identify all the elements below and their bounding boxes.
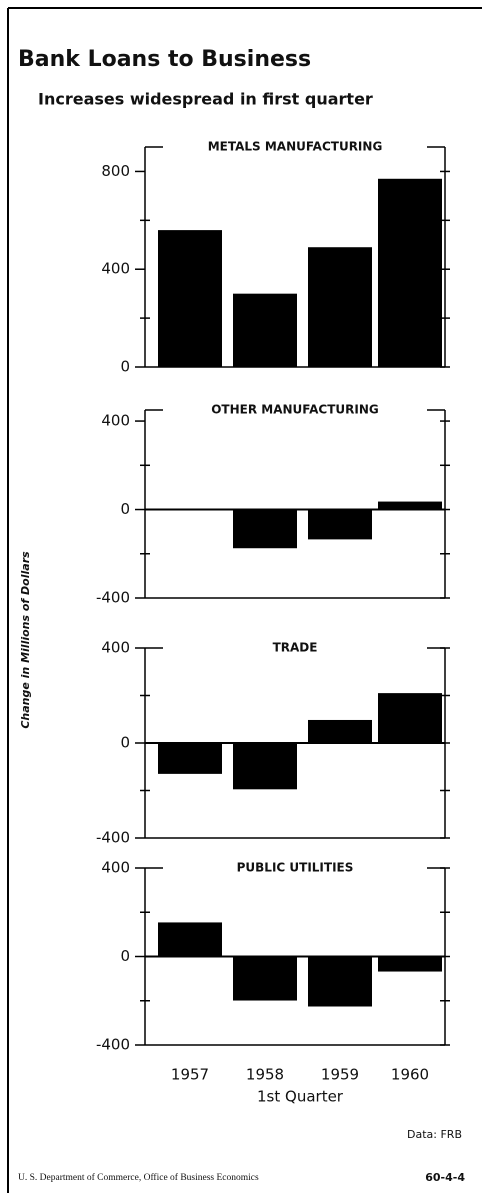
bar <box>308 719 372 743</box>
chart-title: Bank Loans to Business <box>18 47 311 72</box>
y-tick-label: -400 <box>96 589 130 607</box>
y-axis-label: Change in Millions of Dollars <box>19 551 32 729</box>
bar <box>158 230 222 367</box>
chart-id: 60-4-4 <box>425 1171 465 1184</box>
x-axis-label: 1st Quarter <box>257 1088 344 1106</box>
panel-title: PUBLIC UTILITIES <box>237 861 354 875</box>
bar <box>308 509 372 540</box>
footer: U. S. Department of Commerce, Office of … <box>18 1172 259 1183</box>
y-tick-label: 400 <box>101 639 130 657</box>
y-tick-label: 0 <box>120 947 130 965</box>
panel-title: METALS MANUFACTURING <box>208 140 383 154</box>
bar <box>378 178 442 367</box>
bar <box>378 501 442 510</box>
x-tick-label: 1958 <box>246 1066 284 1084</box>
bar <box>378 693 442 743</box>
y-tick-label: -400 <box>96 1036 130 1054</box>
x-tick-label: 1960 <box>391 1066 429 1084</box>
y-tick-label: 400 <box>101 412 130 430</box>
bar <box>308 247 372 367</box>
bar <box>378 956 442 972</box>
bar <box>233 293 297 367</box>
bar <box>233 509 297 549</box>
source: Data: FRB <box>407 1128 462 1141</box>
y-tick-label: 0 <box>120 734 130 752</box>
x-tick-label: 1957 <box>171 1066 209 1084</box>
bar <box>233 956 297 1001</box>
y-tick-label: 0 <box>120 358 130 376</box>
y-tick-label: 0 <box>120 500 130 518</box>
y-tick-label: 400 <box>101 260 130 278</box>
panel-title: OTHER MANUFACTURING <box>211 403 379 417</box>
bar <box>158 922 222 957</box>
y-tick-label: -400 <box>96 829 130 847</box>
panel-title: TRADE <box>273 641 318 655</box>
x-tick-label: 1959 <box>321 1066 359 1084</box>
bar <box>233 743 297 790</box>
bar <box>158 743 222 774</box>
y-tick-label: 800 <box>101 162 130 180</box>
chart-subtitle: Increases widespread in first quarter <box>38 90 373 109</box>
bar <box>308 956 372 1007</box>
y-tick-label: 400 <box>101 859 130 877</box>
